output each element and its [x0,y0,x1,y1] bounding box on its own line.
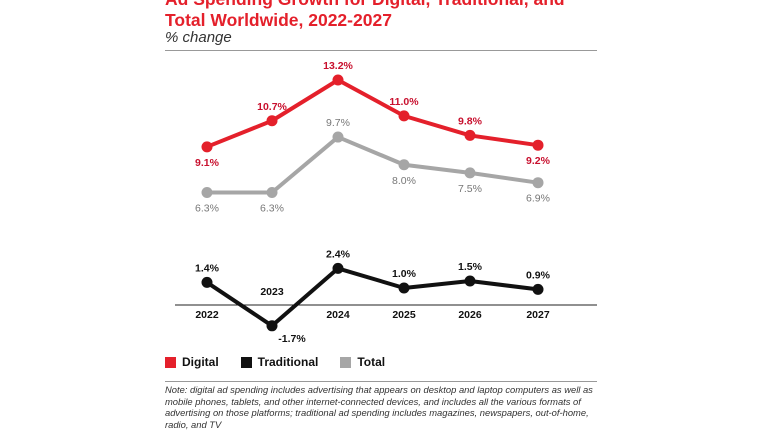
data-label-total: 8.0% [392,175,416,187]
data-label-traditional: 2.4% [326,248,351,260]
data-label-total: 6.3% [195,202,219,214]
data-label-traditional: 1.5% [458,261,483,273]
legend-swatch-digital [165,356,176,368]
legend-item-digital: Digital [165,355,219,369]
chart-title: Ad Spending Growth for Digital, Traditio… [165,0,565,30]
data-label-digital: 9.1% [195,157,220,169]
chart-note: Note: digital ad spending includes adver… [165,384,593,430]
data-point-digital [266,115,278,127]
data-point-digital [532,139,544,151]
data-label-total: 6.9% [526,193,550,205]
x-tick-label: 2022 [195,309,219,321]
data-point-digital [398,110,410,122]
data-point-traditional [201,276,213,288]
data-label-traditional: 0.9% [526,269,551,281]
x-tick-label: 2023 [260,286,284,298]
data-label-traditional: 1.0% [392,268,417,280]
data-point-total [201,186,213,198]
chart-subtitle: % change [165,29,232,46]
data-point-traditional [464,275,476,287]
data-label-total: 7.5% [458,183,482,195]
legend: Digital Traditional Total [165,355,385,369]
legend-item-traditional: Traditional [240,355,319,369]
data-label-total: 9.7% [326,117,350,129]
data-point-digital [201,141,213,153]
data-label-digital: 9.2% [526,155,551,167]
data-point-traditional [332,262,344,274]
data-point-total [464,167,476,179]
series-line-traditional [205,266,539,328]
data-label-digital: 11.0% [389,96,419,108]
data-point-traditional [398,282,410,294]
series-line-total [207,135,539,195]
title-divider [165,50,597,51]
legend-swatch-traditional [240,356,252,368]
legend-label: Digital [182,355,219,369]
x-tick-label: 2025 [392,309,416,321]
x-tick-label: 2026 [458,309,482,321]
data-point-digital [332,74,344,86]
legend-swatch-total [340,356,352,368]
data-label-traditional: 1.4% [195,262,220,274]
data-label-traditional: -1.7% [278,333,306,345]
data-point-total [266,186,278,198]
data-point-total [532,177,544,189]
data-point-traditional [266,320,278,332]
legend-label: Total [357,355,386,369]
data-point-total [398,159,410,171]
data-label-digital: 13.2% [323,60,353,72]
legend-label: Traditional [257,355,319,369]
legend-item-total: Total [340,355,385,369]
x-tick-label: 2024 [326,309,350,321]
data-label-digital: 9.8% [458,115,483,127]
data-point-digital [464,129,476,141]
data-point-total [332,131,344,143]
x-tick-label: 2027 [526,309,550,321]
note-divider [165,381,597,382]
data-label-digital: 10.7% [257,101,287,113]
data-label-total: 6.3% [260,202,284,214]
series-line-digital [206,78,539,149]
data-point-traditional [532,283,544,295]
